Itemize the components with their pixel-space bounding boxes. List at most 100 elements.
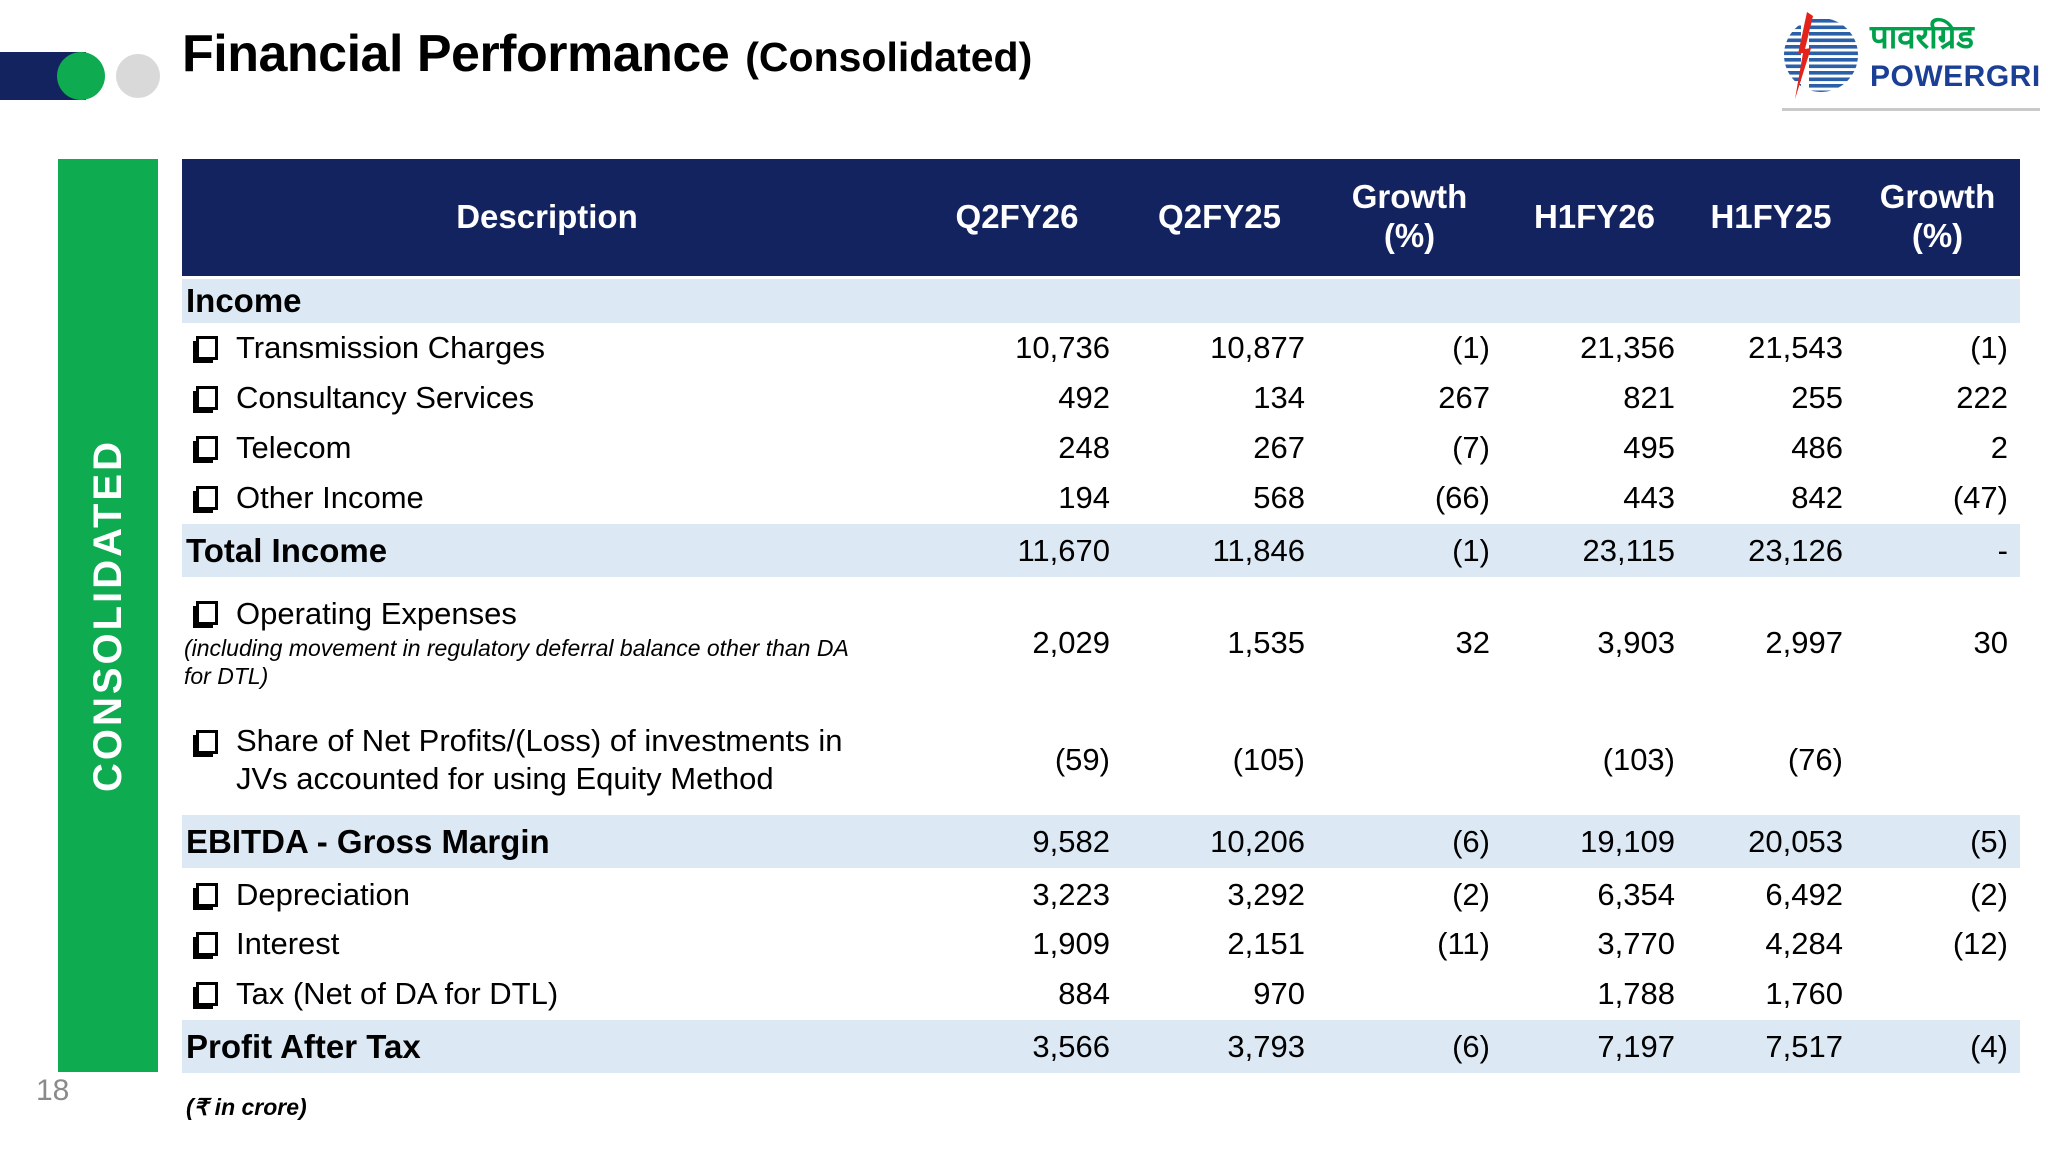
value-cell: 32	[1455, 624, 1490, 660]
value-cell: (5)	[1855, 814, 2020, 869]
value-cell: 842	[1791, 479, 1843, 515]
value-cell: (7)	[1452, 430, 1490, 465]
value-cell: 267	[1253, 430, 1305, 465]
value-cell: 255	[1791, 380, 1843, 415]
value-cell	[1317, 706, 1502, 814]
value-cell: 568	[1253, 479, 1305, 515]
financial-table: Description Q2FY26 Q2FY25 Growth (%) H1F…	[182, 159, 2020, 1075]
value-cell: 3,223	[1032, 876, 1110, 912]
value-cell: (12)	[1952, 926, 2008, 961]
ballot-box-icon	[196, 601, 218, 626]
table-header-row: Description Q2FY26 Q2FY25 Growth (%) H1F…	[182, 159, 2020, 277]
value-cell: 2,997	[1765, 624, 1843, 660]
page-title: Financial Performance	[182, 25, 730, 83]
value-cell: 821	[1623, 380, 1675, 415]
row-label: Tax (Net of DA for DTL)	[236, 975, 559, 1011]
value-cell: 3,770	[1597, 926, 1675, 961]
value-cell: 492	[1058, 380, 1110, 415]
column-header-h1fy25: H1FY25	[1687, 159, 1855, 277]
row-label: EBITDA - Gross Margin	[182, 814, 912, 869]
page-title-suffix: (Consolidated)	[745, 34, 1033, 80]
value-cell: 7,517	[1687, 1019, 1855, 1074]
currency-footnote: (₹ in crore)	[186, 1094, 307, 1120]
column-header-q2fy26: Q2FY26	[912, 159, 1122, 277]
value-cell: 1,535	[1227, 624, 1305, 660]
row-label: Depreciation	[236, 876, 411, 912]
title-deco-gray-circle	[116, 54, 160, 98]
column-header-h1fy26: H1FY26	[1502, 159, 1687, 277]
value-cell: 884	[1058, 975, 1110, 1011]
value-cell: (6)	[1317, 814, 1502, 869]
row-label: Total Income	[182, 523, 912, 578]
value-cell: 443	[1623, 479, 1675, 515]
value-cell: 970	[1253, 975, 1305, 1011]
ballot-box-icon	[196, 932, 218, 956]
value-cell: 6,492	[1765, 876, 1843, 912]
row-label: Operating Expenses	[236, 595, 517, 631]
value-cell: 19,109	[1502, 814, 1687, 869]
value-cell: (2)	[1452, 876, 1490, 912]
value-cell: 486	[1791, 430, 1843, 465]
table-row-transmission-charges: Transmission Charges 10,736 10,877 (1) 2…	[182, 323, 2020, 373]
column-header-q2fy25: Q2FY25	[1122, 159, 1317, 277]
value-cell	[1855, 706, 2020, 814]
value-cell: 2,029	[1032, 624, 1110, 660]
value-cell: 1,760	[1765, 975, 1843, 1011]
value-cell: 10,877	[1210, 330, 1305, 365]
value-cell: 2,151	[1227, 926, 1305, 961]
table-row-consultancy-services: Consultancy Services 492 134 267 821 255…	[182, 373, 2020, 423]
value-cell	[1855, 277, 2020, 323]
value-cell: 1,909	[1032, 926, 1110, 961]
title-deco-green-circle	[57, 52, 105, 100]
value-cell: 10,206	[1122, 814, 1317, 869]
value-cell: (103)	[1602, 741, 1675, 777]
table-row-ebitda: EBITDA - Gross Margin 9,582 10,206 (6) 1…	[182, 814, 2020, 869]
value-cell: (11)	[1437, 926, 1490, 961]
value-cell: 3,292	[1227, 876, 1305, 912]
ballot-box-icon	[196, 336, 218, 360]
value-cell: -	[1855, 523, 2020, 578]
value-cell: 21,543	[1748, 330, 1843, 365]
value-cell: (59)	[1054, 741, 1110, 777]
ballot-box-icon	[196, 386, 218, 410]
value-cell: 194	[1058, 479, 1110, 515]
value-cell: 11,670	[912, 523, 1122, 578]
value-cell: 11,846	[1122, 523, 1317, 578]
ballot-box-icon	[196, 730, 218, 755]
value-cell: 9,582	[912, 814, 1122, 869]
row-label: Consultancy Services	[236, 380, 535, 416]
value-cell: (105)	[1232, 741, 1305, 777]
value-cell: 2	[1990, 430, 2008, 465]
ballot-box-icon	[196, 436, 218, 460]
table-row-depreciation: Depreciation 3,223 3,292 (2) 6,354 6,492…	[182, 869, 2020, 919]
table-row-other-income: Other Income 194 568 (66) 443 842 (47)	[182, 473, 2020, 523]
value-cell: 134	[1253, 380, 1305, 415]
sidebar-consolidated-band: CONSOLIDATED	[58, 159, 158, 1072]
value-cell	[1502, 277, 1687, 323]
value-cell: 222	[1956, 380, 2008, 415]
value-cell	[1855, 969, 2020, 1019]
value-cell	[1317, 277, 1502, 323]
value-cell: 3,903	[1597, 624, 1675, 660]
table-row-interest: Interest 1,909 2,151 (11) 3,770 4,284 (1…	[182, 919, 2020, 969]
row-label: Interest	[236, 926, 340, 962]
value-cell: 495	[1623, 430, 1675, 465]
value-cell: (2)	[1970, 876, 2008, 912]
value-cell: 248	[1058, 430, 1110, 465]
row-note: (including movement in regulatory deferr…	[184, 635, 848, 690]
ballot-box-icon	[196, 882, 218, 907]
value-cell: (4)	[1855, 1019, 2020, 1074]
value-cell: 1,788	[1597, 975, 1675, 1011]
powergrid-logo: पावरग्रिड POWERGRID	[1782, 6, 2040, 111]
value-cell: 7,197	[1502, 1019, 1687, 1074]
table-row-profit-after-tax: Profit After Tax 3,566 3,793 (6) 7,197 7…	[182, 1019, 2020, 1074]
table-row-total-income: Total Income 11,670 11,846 (1) 23,115 23…	[182, 523, 2020, 578]
row-label: Transmission Charges	[236, 330, 545, 366]
logo-hindi-text: पावरग्रिड	[1869, 17, 1975, 55]
ballot-box-icon	[196, 485, 218, 510]
logo-lightning-bolt-icon	[1795, 12, 1813, 99]
logo-globe-icon	[1784, 18, 1858, 92]
page-number: 18	[36, 1074, 70, 1107]
value-cell	[1687, 277, 1855, 323]
ballot-box-icon	[196, 981, 218, 1006]
